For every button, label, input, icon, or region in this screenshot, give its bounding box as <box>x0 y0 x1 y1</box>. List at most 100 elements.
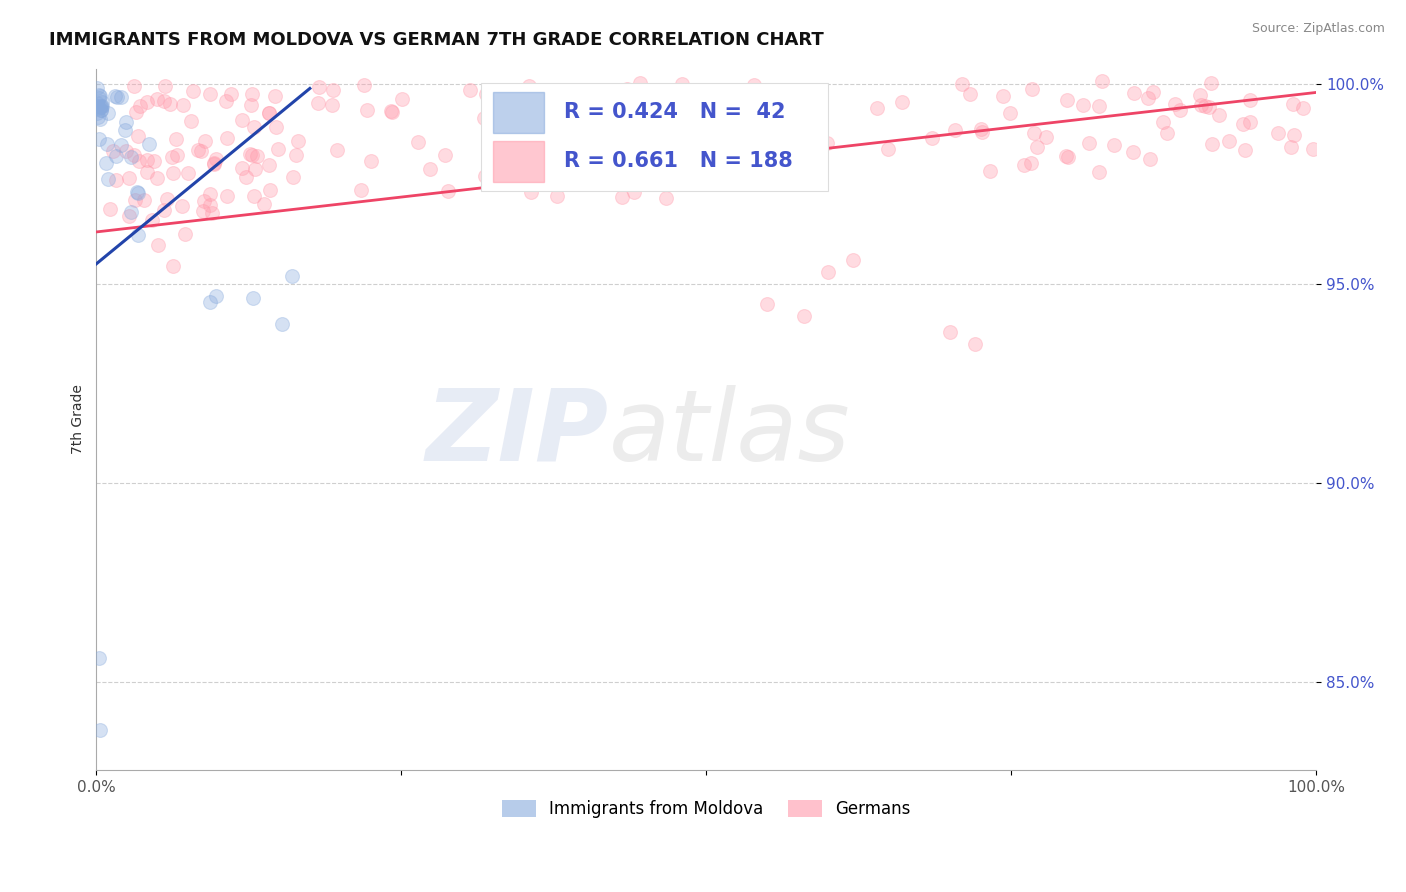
Point <box>128 99 150 113</box>
Point <box>125 105 148 120</box>
Y-axis label: 7th Grade: 7th Grade <box>72 384 86 454</box>
Point <box>243 162 266 177</box>
Point <box>551 146 574 161</box>
Point <box>517 78 540 93</box>
Point <box>1194 99 1216 113</box>
Point <box>434 148 457 162</box>
Point <box>418 162 440 177</box>
Point <box>755 121 778 136</box>
Point <box>1208 107 1230 121</box>
Point <box>963 336 986 351</box>
Point <box>89 100 111 114</box>
Point <box>474 169 496 184</box>
Point <box>610 190 633 204</box>
Point <box>181 84 204 98</box>
Point <box>90 99 112 113</box>
Point <box>700 122 723 136</box>
Point <box>87 91 110 105</box>
Point <box>235 170 257 185</box>
Point <box>91 99 114 113</box>
Point <box>89 112 111 127</box>
Point <box>1233 143 1256 157</box>
Point <box>104 88 127 103</box>
Point <box>198 186 221 201</box>
Point <box>217 189 239 203</box>
Point <box>665 133 688 147</box>
Point <box>360 154 382 169</box>
Point <box>391 92 413 106</box>
Point <box>408 135 430 149</box>
Point <box>1035 130 1057 145</box>
Point <box>683 157 706 171</box>
Point <box>1164 97 1187 112</box>
Point <box>600 101 623 115</box>
Point <box>1088 165 1111 179</box>
Point <box>194 134 217 148</box>
Point <box>253 197 276 211</box>
Point <box>86 99 108 113</box>
Point <box>1071 97 1094 112</box>
Point <box>353 78 375 92</box>
Point <box>125 185 148 199</box>
Point <box>263 89 285 103</box>
Point <box>1136 91 1159 105</box>
Point <box>89 87 111 102</box>
Point <box>202 156 225 170</box>
Point <box>1122 145 1144 159</box>
Point <box>90 103 112 117</box>
Point <box>240 97 263 112</box>
Point <box>380 103 402 118</box>
Point <box>1199 77 1222 91</box>
Point <box>281 268 304 283</box>
Point <box>308 80 330 95</box>
Point <box>1292 101 1315 115</box>
Point <box>1142 85 1164 99</box>
Point <box>792 90 814 104</box>
Point <box>523 129 546 144</box>
Point <box>634 120 657 135</box>
Point <box>544 128 567 143</box>
Point <box>380 105 402 120</box>
Point <box>1078 136 1101 150</box>
Point <box>246 149 269 163</box>
Point <box>520 185 543 199</box>
Point <box>307 95 329 110</box>
Point <box>728 153 751 167</box>
Point <box>1054 149 1077 163</box>
Point <box>1104 137 1126 152</box>
Point <box>135 165 157 179</box>
Point <box>558 123 581 137</box>
Point <box>97 106 120 120</box>
Point <box>609 161 631 176</box>
Point <box>285 148 308 162</box>
Point <box>472 111 495 125</box>
Point <box>86 106 108 120</box>
Point <box>1218 134 1240 148</box>
Point <box>90 95 112 109</box>
Point <box>190 144 212 158</box>
Point <box>1123 86 1146 100</box>
Point <box>945 123 967 137</box>
Point <box>475 87 498 102</box>
Point <box>124 194 146 208</box>
Point <box>127 228 149 243</box>
Point <box>221 87 243 101</box>
Point <box>921 130 943 145</box>
Point <box>231 161 253 176</box>
Point <box>162 166 184 180</box>
Point <box>1021 81 1043 95</box>
Point <box>96 137 118 152</box>
Point <box>1021 156 1043 170</box>
Point <box>1188 87 1211 102</box>
Point <box>87 110 110 124</box>
Point <box>146 238 169 252</box>
Point <box>146 92 169 106</box>
Point <box>630 76 652 90</box>
Point <box>201 206 224 220</box>
Point <box>257 105 280 120</box>
Point <box>89 723 111 738</box>
Point <box>1056 94 1078 108</box>
Point <box>120 205 142 219</box>
Point <box>118 171 141 186</box>
Point <box>616 81 638 95</box>
